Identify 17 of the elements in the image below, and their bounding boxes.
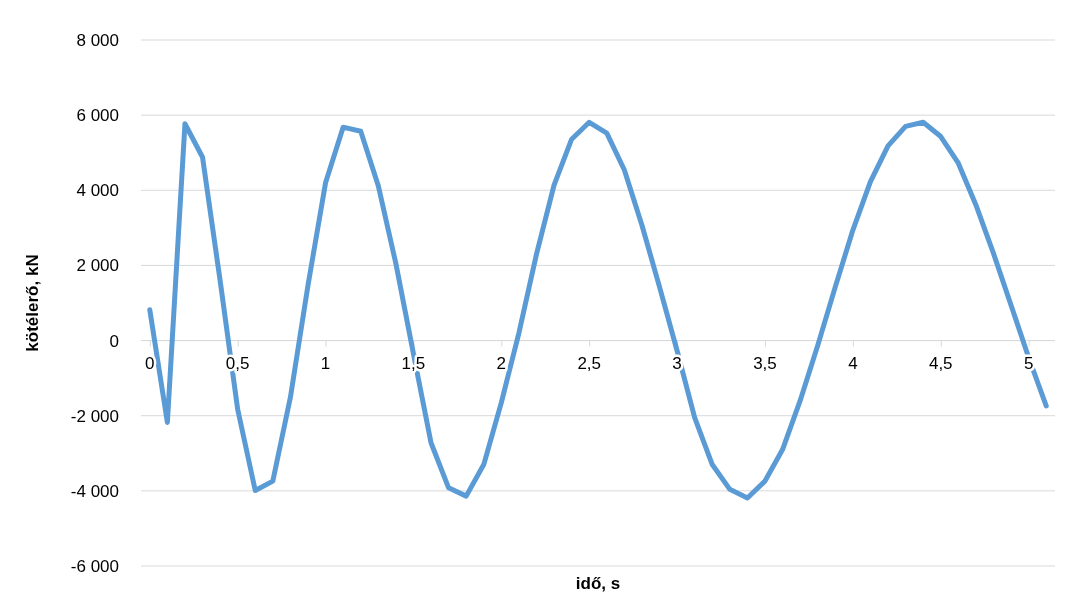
x-tick-label: 2,5 <box>577 353 602 373</box>
x-tick-label: 3,5 <box>753 353 777 373</box>
y-tick-label: 2 000 <box>76 256 119 276</box>
y-tick-label: 8 000 <box>76 30 119 50</box>
x-tick-label: 4 <box>848 353 858 373</box>
x-axis-title: idő, s <box>575 574 621 593</box>
y-tick-label: 0 <box>109 331 119 351</box>
y-tick-label: -2 000 <box>70 406 119 426</box>
y-tick-label: 6 000 <box>76 106 119 126</box>
x-tick-label: 0 <box>145 353 155 373</box>
x-tick-label: 2 <box>496 353 507 373</box>
x-tick-label: 1 <box>320 353 331 373</box>
y-tick-label: -4 000 <box>70 481 119 501</box>
y-tick-label: -6 000 <box>70 556 119 576</box>
y-axis-title: kötélerő, kN <box>23 254 42 352</box>
y-tick-label: 4 000 <box>76 181 119 201</box>
x-tick-label: 4,5 <box>928 353 953 373</box>
